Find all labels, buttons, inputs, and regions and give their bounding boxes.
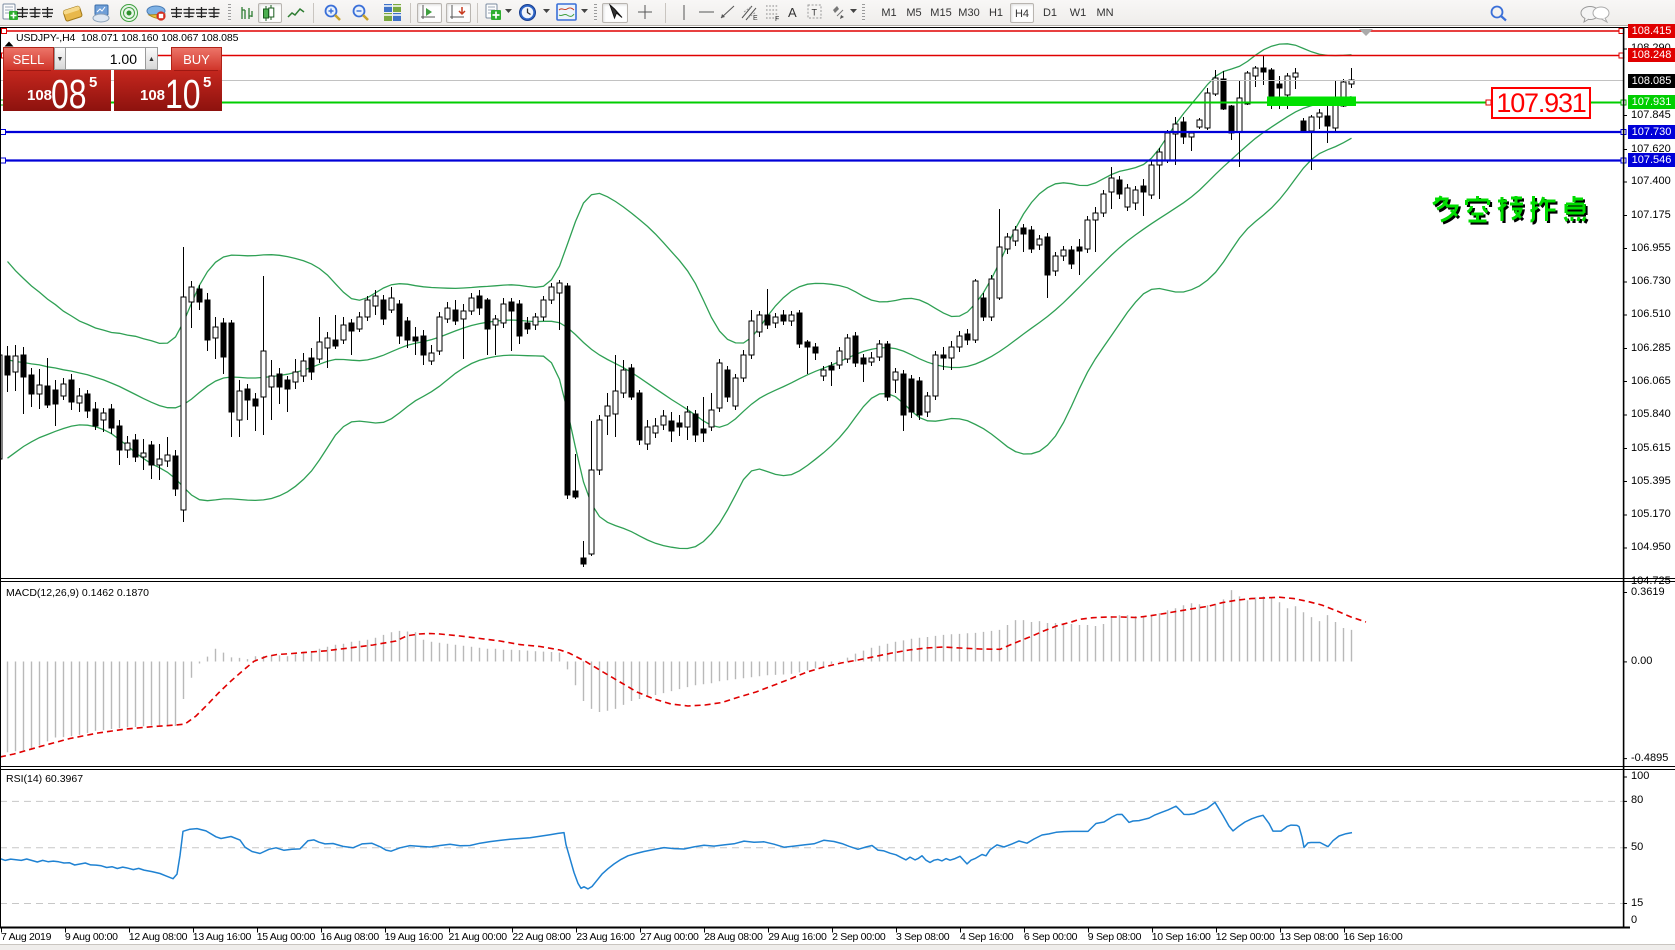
svg-text:T: T — [812, 8, 818, 18]
svg-text:F: F — [775, 16, 779, 23]
svg-text:E: E — [753, 15, 758, 22]
svg-text:A: A — [788, 5, 797, 20]
